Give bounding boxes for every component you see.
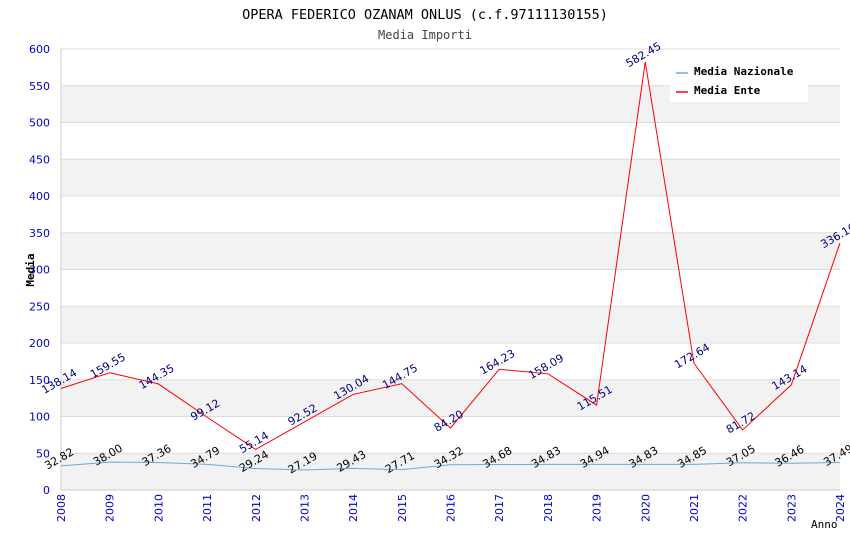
x-tick-label: 2014 xyxy=(347,494,360,522)
x-tick-label: 2011 xyxy=(201,494,214,522)
x-tick-label: 2010 xyxy=(152,494,165,522)
plot-band xyxy=(61,416,840,454)
x-tick-label: 2022 xyxy=(737,494,750,522)
x-tick-label: 2008 xyxy=(55,494,68,522)
x-tick-label: 2024 xyxy=(834,494,847,522)
plot-band xyxy=(61,122,840,160)
chart-subtitle: Media Importi xyxy=(378,28,472,42)
y-tick-label: 250 xyxy=(29,300,50,313)
y-axis-label: Media xyxy=(24,253,37,286)
x-tick-label: 2009 xyxy=(104,494,117,522)
plot-band xyxy=(61,343,840,380)
plot-bands xyxy=(61,49,840,490)
y-tick-label: 550 xyxy=(29,80,50,93)
y-tick-labels: 0 50 100 150 200 250 300 350 400 450 500 550 600 xyxy=(29,43,50,497)
plot-band xyxy=(61,232,840,270)
y-tick-label: 200 xyxy=(29,337,50,350)
x-axis-label: Anno xyxy=(811,518,838,531)
y-tick-label: 300 xyxy=(29,264,50,277)
legend-label-media-ente: Media Ente xyxy=(694,84,761,97)
x-tick-label: 2016 xyxy=(445,494,458,522)
plot-band xyxy=(61,453,840,490)
y-tick-label: 400 xyxy=(29,190,50,203)
plot-band xyxy=(61,269,840,307)
plot-band xyxy=(61,379,840,417)
x-tick-label: 2015 xyxy=(396,494,409,522)
series-line-media-ente xyxy=(60,61,841,451)
x-tick-label: 2017 xyxy=(493,494,506,522)
legend-label-media-nazionale: Media Nazionale xyxy=(694,65,794,78)
x-tick-label: 2020 xyxy=(639,494,652,522)
y-tick-label: 0 xyxy=(43,484,50,497)
x-tick-labels: 2008 2009 2010 2011 2012 2013 2014 2015 2016 2017… xyxy=(55,494,847,522)
x-tick-label: 2019 xyxy=(591,494,604,522)
y-tick-label: 150 xyxy=(29,374,50,387)
plot-band xyxy=(61,196,840,233)
chart-title: OPERA FEDERICO OZANAM ONLUS (c.f.9711113… xyxy=(242,7,608,23)
legend-box xyxy=(670,60,808,102)
x-tick-label: 2021 xyxy=(688,494,701,522)
y-tick-label: 350 xyxy=(29,227,50,240)
y-tick-label: 450 xyxy=(29,153,50,166)
y-tick-label: 100 xyxy=(29,411,50,424)
y-tick-label: 500 xyxy=(29,117,50,130)
series-lines xyxy=(60,61,841,471)
x-tick-label: 2023 xyxy=(785,494,798,522)
y-tick-label: 50 xyxy=(36,447,50,460)
x-tick-label: 2018 xyxy=(542,494,555,522)
plot-band xyxy=(61,306,840,343)
x-tick-label: 2012 xyxy=(250,494,263,522)
x-tick-label: 2013 xyxy=(298,494,311,522)
axes xyxy=(60,49,840,491)
plot-band xyxy=(61,159,840,196)
series-line-media-nazionale xyxy=(60,461,841,471)
y-tick-label: 600 xyxy=(29,43,50,56)
legend: Media Nazionale Media Ente xyxy=(670,60,808,102)
